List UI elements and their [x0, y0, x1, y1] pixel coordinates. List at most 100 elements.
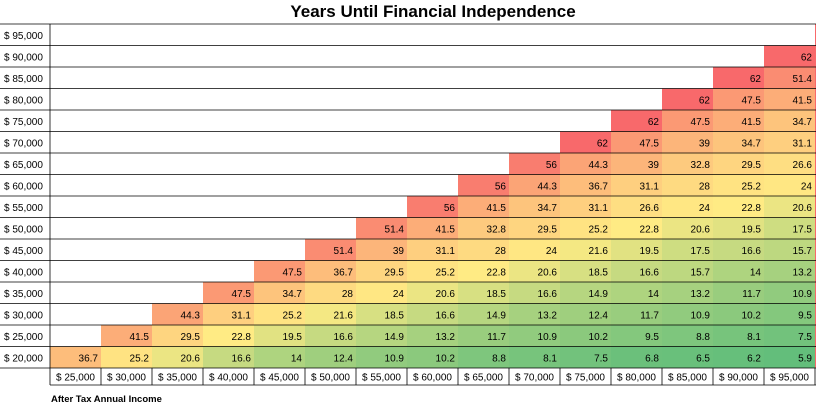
cell-value: 8.8 [696, 332, 710, 343]
cell-value: 31.1 [640, 181, 660, 192]
cell-value: 39 [393, 246, 405, 257]
column-label: $ 85,000 [668, 373, 707, 384]
cell-value: 10.9 [385, 353, 405, 364]
heatmap-cell [662, 217, 713, 239]
heatmap-cell [458, 217, 509, 239]
cell-value: 14 [750, 267, 762, 278]
row-label: $ 55,000 [4, 203, 43, 214]
cell-value: 5.9 [798, 353, 812, 364]
cell-value: 36.7 [79, 353, 99, 364]
cell-value: 16.6 [334, 332, 354, 343]
cell-value: 56 [444, 203, 456, 214]
cell-value: 6.2 [747, 353, 761, 364]
column-label: $ 80,000 [617, 373, 656, 384]
heatmap-cell [662, 346, 713, 368]
heatmap-cell [254, 260, 305, 282]
heatmap-cell [50, 346, 101, 368]
heatmap-cell [305, 239, 356, 261]
column-label: $ 50,000 [311, 373, 350, 384]
cell-value: 8.1 [543, 353, 557, 364]
grid-lines [0, 23, 816, 386]
heatmap-cell [305, 346, 356, 368]
heatmap-cell [509, 346, 560, 368]
cell-value: 14 [648, 289, 660, 300]
cell-value: 25.2 [436, 267, 456, 278]
cell-value: 62 [648, 117, 660, 128]
cell-value: 36.7 [334, 267, 354, 278]
cell-value: 31.1 [232, 310, 252, 321]
heatmap-cell [611, 196, 662, 218]
cell-value: 22.8 [640, 224, 660, 235]
cell-value: 14.9 [589, 289, 609, 300]
cell-value: 29.5 [742, 160, 762, 171]
cell-value: 32.8 [487, 224, 507, 235]
cell-value: 29.5 [538, 224, 558, 235]
heatmap-cell [203, 303, 254, 325]
cell-value: 18.5 [385, 310, 405, 321]
column-label: $ 60,000 [413, 373, 452, 384]
heatmap-cell [764, 282, 815, 304]
cell-value: 29.5 [181, 332, 201, 343]
heatmap-cell [713, 346, 764, 368]
column-label: $ 25,000 [56, 373, 95, 384]
cell-value: 25.2 [130, 353, 150, 364]
cell-value: 44.3 [181, 310, 201, 321]
column-label: $ 65,000 [464, 373, 503, 384]
heatmap-cell [713, 260, 764, 282]
heatmap-cell [662, 196, 713, 218]
column-label: $ 45,000 [260, 373, 299, 384]
heatmap-cell [509, 303, 560, 325]
cell-value: 21.6 [334, 310, 354, 321]
heatmap-cell [356, 346, 407, 368]
heatmap-cell [560, 174, 611, 196]
heatmap-cell [662, 88, 713, 110]
cell-value: 13.2 [691, 289, 711, 300]
row-label: $ 90,000 [4, 52, 43, 63]
row-label: $ 40,000 [4, 267, 43, 278]
cell-value: 11.7 [640, 310, 659, 321]
cell-value: 9.5 [798, 310, 812, 321]
cell-value: 22.8 [232, 332, 252, 343]
cell-value: 8.8 [492, 353, 506, 364]
cell-value: 41.5 [487, 203, 507, 214]
column-label: $ 95,000 [770, 373, 809, 384]
heatmap-cell [407, 346, 458, 368]
heatmap-cell [356, 282, 407, 304]
row-label: $ 85,000 [4, 74, 43, 85]
heatmap-cell [305, 325, 356, 347]
cell-value: 47.5 [742, 95, 762, 106]
heatmap-cell [560, 196, 611, 218]
cell-value: 47.5 [283, 267, 303, 278]
cell-value: 16.6 [538, 289, 558, 300]
cell-value: 20.6 [436, 289, 456, 300]
heatmap-cell [713, 174, 764, 196]
heatmap-cell [254, 282, 305, 304]
cell-value: 62 [750, 74, 762, 85]
cell-value: 13.2 [436, 332, 456, 343]
heatmap-cell [356, 303, 407, 325]
heatmap-cell [407, 196, 458, 218]
column-label: $ 70,000 [515, 373, 554, 384]
cell-value: 51.4 [793, 74, 813, 85]
heatmap-cell [407, 217, 458, 239]
cell-value: 22.8 [487, 267, 507, 278]
heatmap-cell [662, 325, 713, 347]
cell-value: 10.2 [589, 332, 609, 343]
cell-value: 21.6 [589, 246, 609, 257]
cell-value: 24 [393, 289, 405, 300]
cell-value: 12.4 [589, 310, 609, 321]
heatmap-cell [356, 239, 407, 261]
heatmap-cell [713, 131, 764, 153]
cell-value: 14.9 [487, 310, 507, 321]
heatmap-cell [458, 260, 509, 282]
row-label: $ 60,000 [4, 181, 43, 192]
cell-value: 51.4 [385, 224, 405, 235]
cell-value: 39 [699, 138, 711, 149]
heatmap-cell [611, 153, 662, 175]
heatmap-cell [764, 67, 815, 89]
cell-value: 12.4 [334, 353, 354, 364]
cell-value: 18.5 [487, 289, 507, 300]
cell-value: 31.1 [436, 246, 456, 257]
heatmap-cell [713, 153, 764, 175]
